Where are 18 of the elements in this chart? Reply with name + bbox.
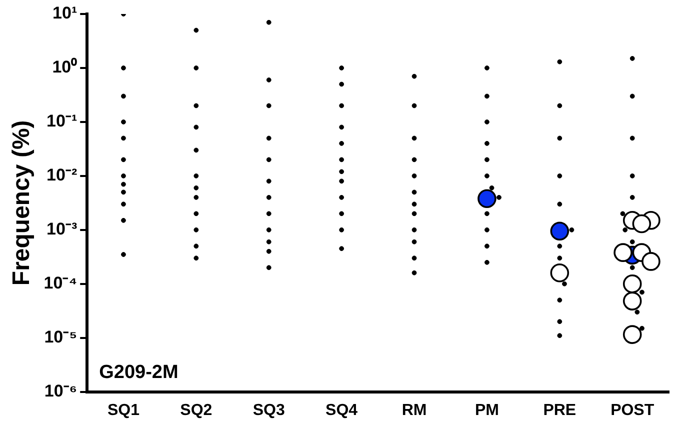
x-tick-label: PM [474,402,499,419]
x-tick-label: SQ4 [326,402,358,419]
x-tick-label: SQ3 [252,402,285,419]
y-tick-label: 10⁻¹ [46,112,78,131]
y-tick-label: 10⁰ [52,58,78,77]
y-tick-label: 10⁻⁵ [44,328,78,347]
x-tick-label: PRE [543,402,576,419]
x-tick-label: SQ1 [107,402,140,419]
x-tick-label: SQ2 [180,402,212,419]
x-tick-label: POST [610,402,654,419]
y-axis-title: Frequency (%) [8,120,36,286]
y-tick-label: 10⁻⁶ [44,381,78,400]
y-tick-label: 10⁻² [46,166,78,185]
x-tick-label: RM [402,402,427,419]
y-tick-label: 10¹ [52,4,78,23]
y-tick-label: 10⁻⁴ [44,274,78,293]
y-tick-label: 10⁻³ [46,220,78,239]
annotation: G209-2M [99,362,178,383]
